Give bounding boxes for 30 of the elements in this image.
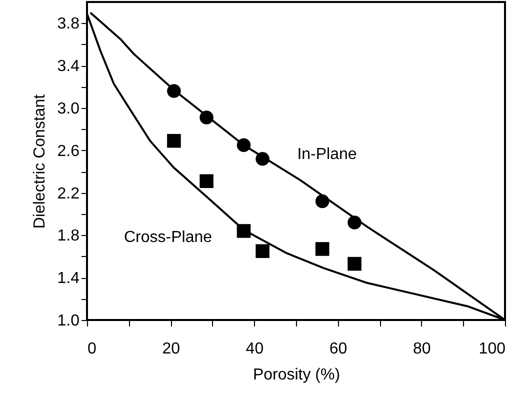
x-tick-label: 20 — [162, 340, 180, 358]
y-tick-label: 1.8 — [57, 228, 80, 245]
x-tick-label: 80 — [413, 340, 431, 358]
point — [167, 84, 181, 98]
x-tick-label: 60 — [329, 340, 348, 358]
point — [256, 244, 270, 258]
y-tick-label: 3.4 — [57, 58, 80, 76]
x-tick-label: 100 — [478, 340, 506, 358]
y-tick-label: 1.4 — [57, 270, 80, 288]
x-tick-label: 0 — [88, 340, 96, 358]
point — [315, 242, 330, 256]
point — [256, 152, 270, 166]
point — [236, 138, 251, 152]
annotation: In-Plane — [297, 146, 357, 163]
point — [348, 216, 362, 230]
y-tick-label: 3.0 — [57, 100, 80, 118]
point — [315, 194, 330, 208]
point — [236, 224, 251, 238]
y-tick-label: 2.2 — [57, 185, 80, 202]
point — [200, 110, 214, 124]
y-tick-label: 2.6 — [57, 142, 80, 160]
point — [167, 134, 181, 148]
point — [200, 174, 214, 188]
x-axis-title: Porosity (%) — [252, 366, 340, 384]
point — [348, 256, 362, 271]
y-tick-label: 1.0 — [57, 312, 80, 330]
annotation: Cross-Plane — [124, 229, 212, 246]
y-axis-title: Dielectric Constant — [31, 94, 48, 229]
y-tick-label: 3.8 — [57, 16, 80, 33]
x-tick-label: 40 — [246, 340, 264, 358]
